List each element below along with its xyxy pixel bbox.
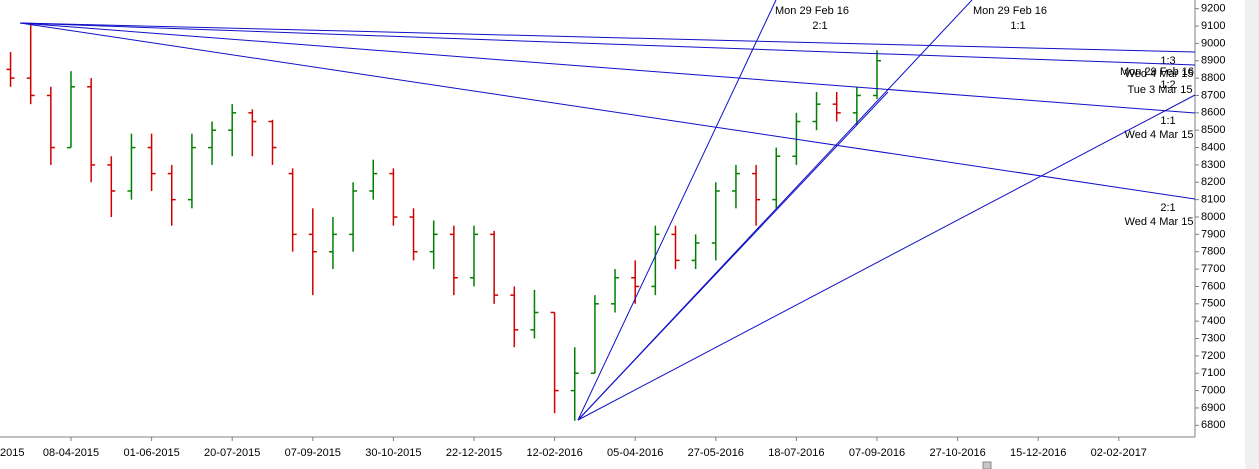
x-tick-label: 27-10-2016 [929,447,985,459]
gann-line [19,22,1196,53]
gann-line [577,91,889,421]
annotation: Wed 4 Mar 15 [1125,68,1194,80]
x-tick-label: 01-06-2015 [123,447,179,459]
y-tick-label: 8700 [1201,89,1225,101]
x-tick-label: 02-02-2017 [1091,447,1147,459]
y-tick-label: 8600 [1201,107,1225,119]
annotation: 1:1 [1160,115,1175,127]
scrollbar [1245,0,1259,469]
y-tick-label: 8800 [1201,72,1225,84]
x-tick-label: 30-10-2015 [365,447,421,459]
y-tick-label: 9200 [1201,3,1225,15]
y-tick-label: 7400 [1201,315,1225,327]
y-tick-label: 7200 [1201,350,1225,362]
annotation: 1:2 [1160,79,1175,91]
y-tick-label: 6900 [1201,402,1225,414]
gann-line [19,22,1196,200]
x-tick-label: 07-09-2015 [285,447,341,459]
annotation: Wed 4 Mar 15 [1125,129,1194,141]
y-tick-label: 9100 [1201,20,1225,32]
y-tick-label: 7700 [1201,263,1225,275]
annotation: Mon 29 Feb 16 [775,5,849,17]
y-tick-label: 7000 [1201,385,1225,397]
gann-line [19,22,1196,114]
x-tick-label: 15-12-2016 [1010,447,1066,459]
x-tick-label: 05-04-2016 [607,447,663,459]
y-tick-label: 8000 [1201,211,1225,223]
annotation: Mon 29 Feb 16 [1120,66,1194,78]
y-tick-label: 8900 [1201,55,1225,67]
y-tick-label: 8300 [1201,159,1225,171]
scroll-thumb [982,461,992,469]
annotations: Mon 29 Feb 16 2:1 Mon 29 Feb 16 1:1 1:3 … [775,5,1194,228]
y-tick-label: 7300 [1201,332,1225,344]
gann-line [19,22,1196,66]
y-tick-label: 8400 [1201,141,1225,153]
x-tick-label: 22-12-2015 [446,447,502,459]
x-tick-label: 08-04-2015 [43,447,99,459]
annotation: 2:1 [812,20,827,32]
y-tick-label: 7600 [1201,280,1225,292]
gann-line [577,94,1196,421]
x-tick-label: 12-02-2016 [526,447,582,459]
annotation: Mon 29 Feb 16 [973,5,1047,17]
y-tick-label: 8500 [1201,124,1225,136]
gann-fan [19,0,1196,421]
y-tick-label: 9000 [1201,37,1225,49]
annotation: 2:1 [1160,202,1175,214]
annotation: Tue 3 Mar 15 [1127,84,1192,96]
annotation: 1:1 [1010,20,1025,32]
x-tick-label: 2015 [0,447,24,459]
x-tick-label: 27-05-2016 [688,447,744,459]
y-tick-label: 8200 [1201,176,1225,188]
y-tick-label: 7500 [1201,298,1225,310]
annotation: Wed 4 Mar 15 [1125,216,1194,228]
x-tick-label: 07-09-2016 [849,447,905,459]
y-tick-label: 7100 [1201,367,1225,379]
x-tick-label: 20-07-2015 [204,447,260,459]
y-tick-label: 8100 [1201,194,1225,206]
x-tick-label: 18-07-2016 [768,447,824,459]
y-tick-label: 7800 [1201,246,1225,258]
gann-line [577,0,777,421]
y-tick-label: 7900 [1201,228,1225,240]
y-tick-label: 6800 [1201,419,1225,431]
